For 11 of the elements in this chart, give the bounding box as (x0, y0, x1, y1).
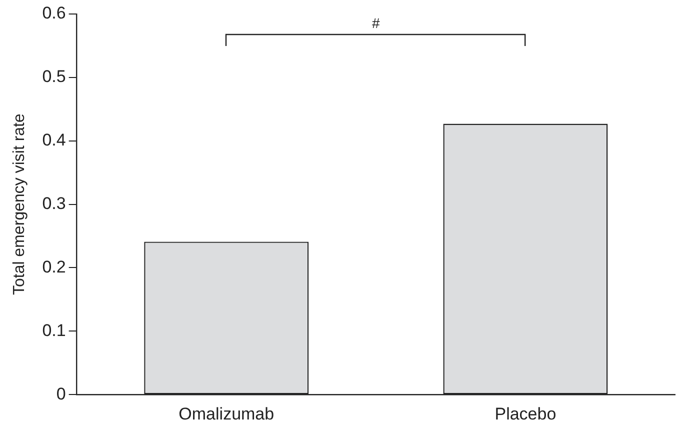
y-tick-label: 0.3 (42, 194, 66, 213)
y-tick-label: 0.1 (42, 320, 66, 340)
y-tick-label: 0.4 (42, 130, 66, 150)
annotation: # (372, 15, 380, 31)
y-tick-label: 0.2 (42, 257, 66, 276)
x-tick-label: Placebo (494, 404, 556, 424)
y-tick-label: 0 (56, 384, 66, 404)
y-tick-label: 0.6 (42, 4, 66, 23)
x-tick-label: Omalizumab (178, 404, 274, 424)
y-axis-title: Total emergency visit rate (11, 113, 28, 296)
y-tick-label: 0.5 (42, 67, 66, 86)
